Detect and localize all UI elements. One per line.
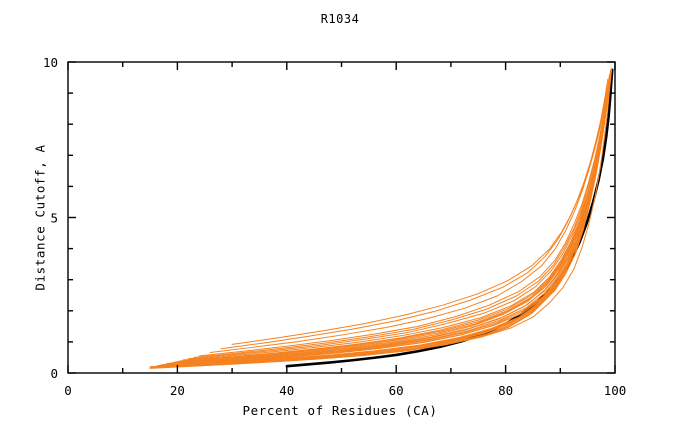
- x-tick-label: 80: [498, 383, 513, 398]
- series-prediction-curve: [163, 90, 609, 366]
- series-prediction-curve: [198, 88, 608, 357]
- series-prediction-curve: [174, 80, 611, 363]
- series-prediction-curve: [176, 101, 608, 362]
- series-prediction-curve: [171, 83, 611, 364]
- x-axis-label: Percent of Residues (CA): [242, 403, 438, 418]
- series-prediction-curve: [149, 67, 613, 368]
- x-tick-label: 40: [279, 383, 294, 398]
- series-prediction-curve: [179, 78, 611, 362]
- series-prediction-curve: [155, 68, 613, 367]
- series-prediction-curve: [153, 70, 612, 368]
- series-best-curve: [285, 68, 614, 368]
- series-prediction-curve: [161, 92, 609, 366]
- x-tick-label: 100: [604, 383, 627, 398]
- y-axis-label: Distance Cutoff, A: [32, 144, 48, 291]
- x-tick-label: 20: [170, 383, 185, 398]
- series-prediction-curve: [187, 95, 609, 360]
- y-tick-label: 0: [50, 366, 58, 381]
- series-prediction-curve: [149, 77, 611, 369]
- series-prediction-curve: [157, 70, 612, 367]
- chart-title: R1034: [320, 12, 360, 26]
- curve-group: [149, 67, 614, 369]
- series-prediction-curve: [209, 82, 608, 353]
- series-prediction-curve: [193, 91, 609, 358]
- y-tick-label: 5: [50, 211, 58, 226]
- series-prediction-curve: [150, 72, 612, 368]
- series-prediction-curve: [156, 69, 612, 367]
- series-prediction-curve: [231, 75, 611, 345]
- series-prediction-curve: [151, 76, 611, 369]
- series-prediction-curve: [220, 78, 609, 350]
- x-tick-label: 0: [64, 383, 72, 398]
- axis-frame: 0 20 40 60 80 100 0 5 10: [43, 55, 626, 398]
- series-prediction-curve: [155, 94, 608, 367]
- series-prediction-curve: [160, 69, 612, 366]
- plot-frame: [67, 61, 616, 374]
- y-tick-label: 10: [43, 55, 58, 70]
- x-tick-label: 60: [389, 383, 404, 398]
- series-prediction-curve: [167, 89, 610, 365]
- series-prediction-curve: [159, 93, 609, 367]
